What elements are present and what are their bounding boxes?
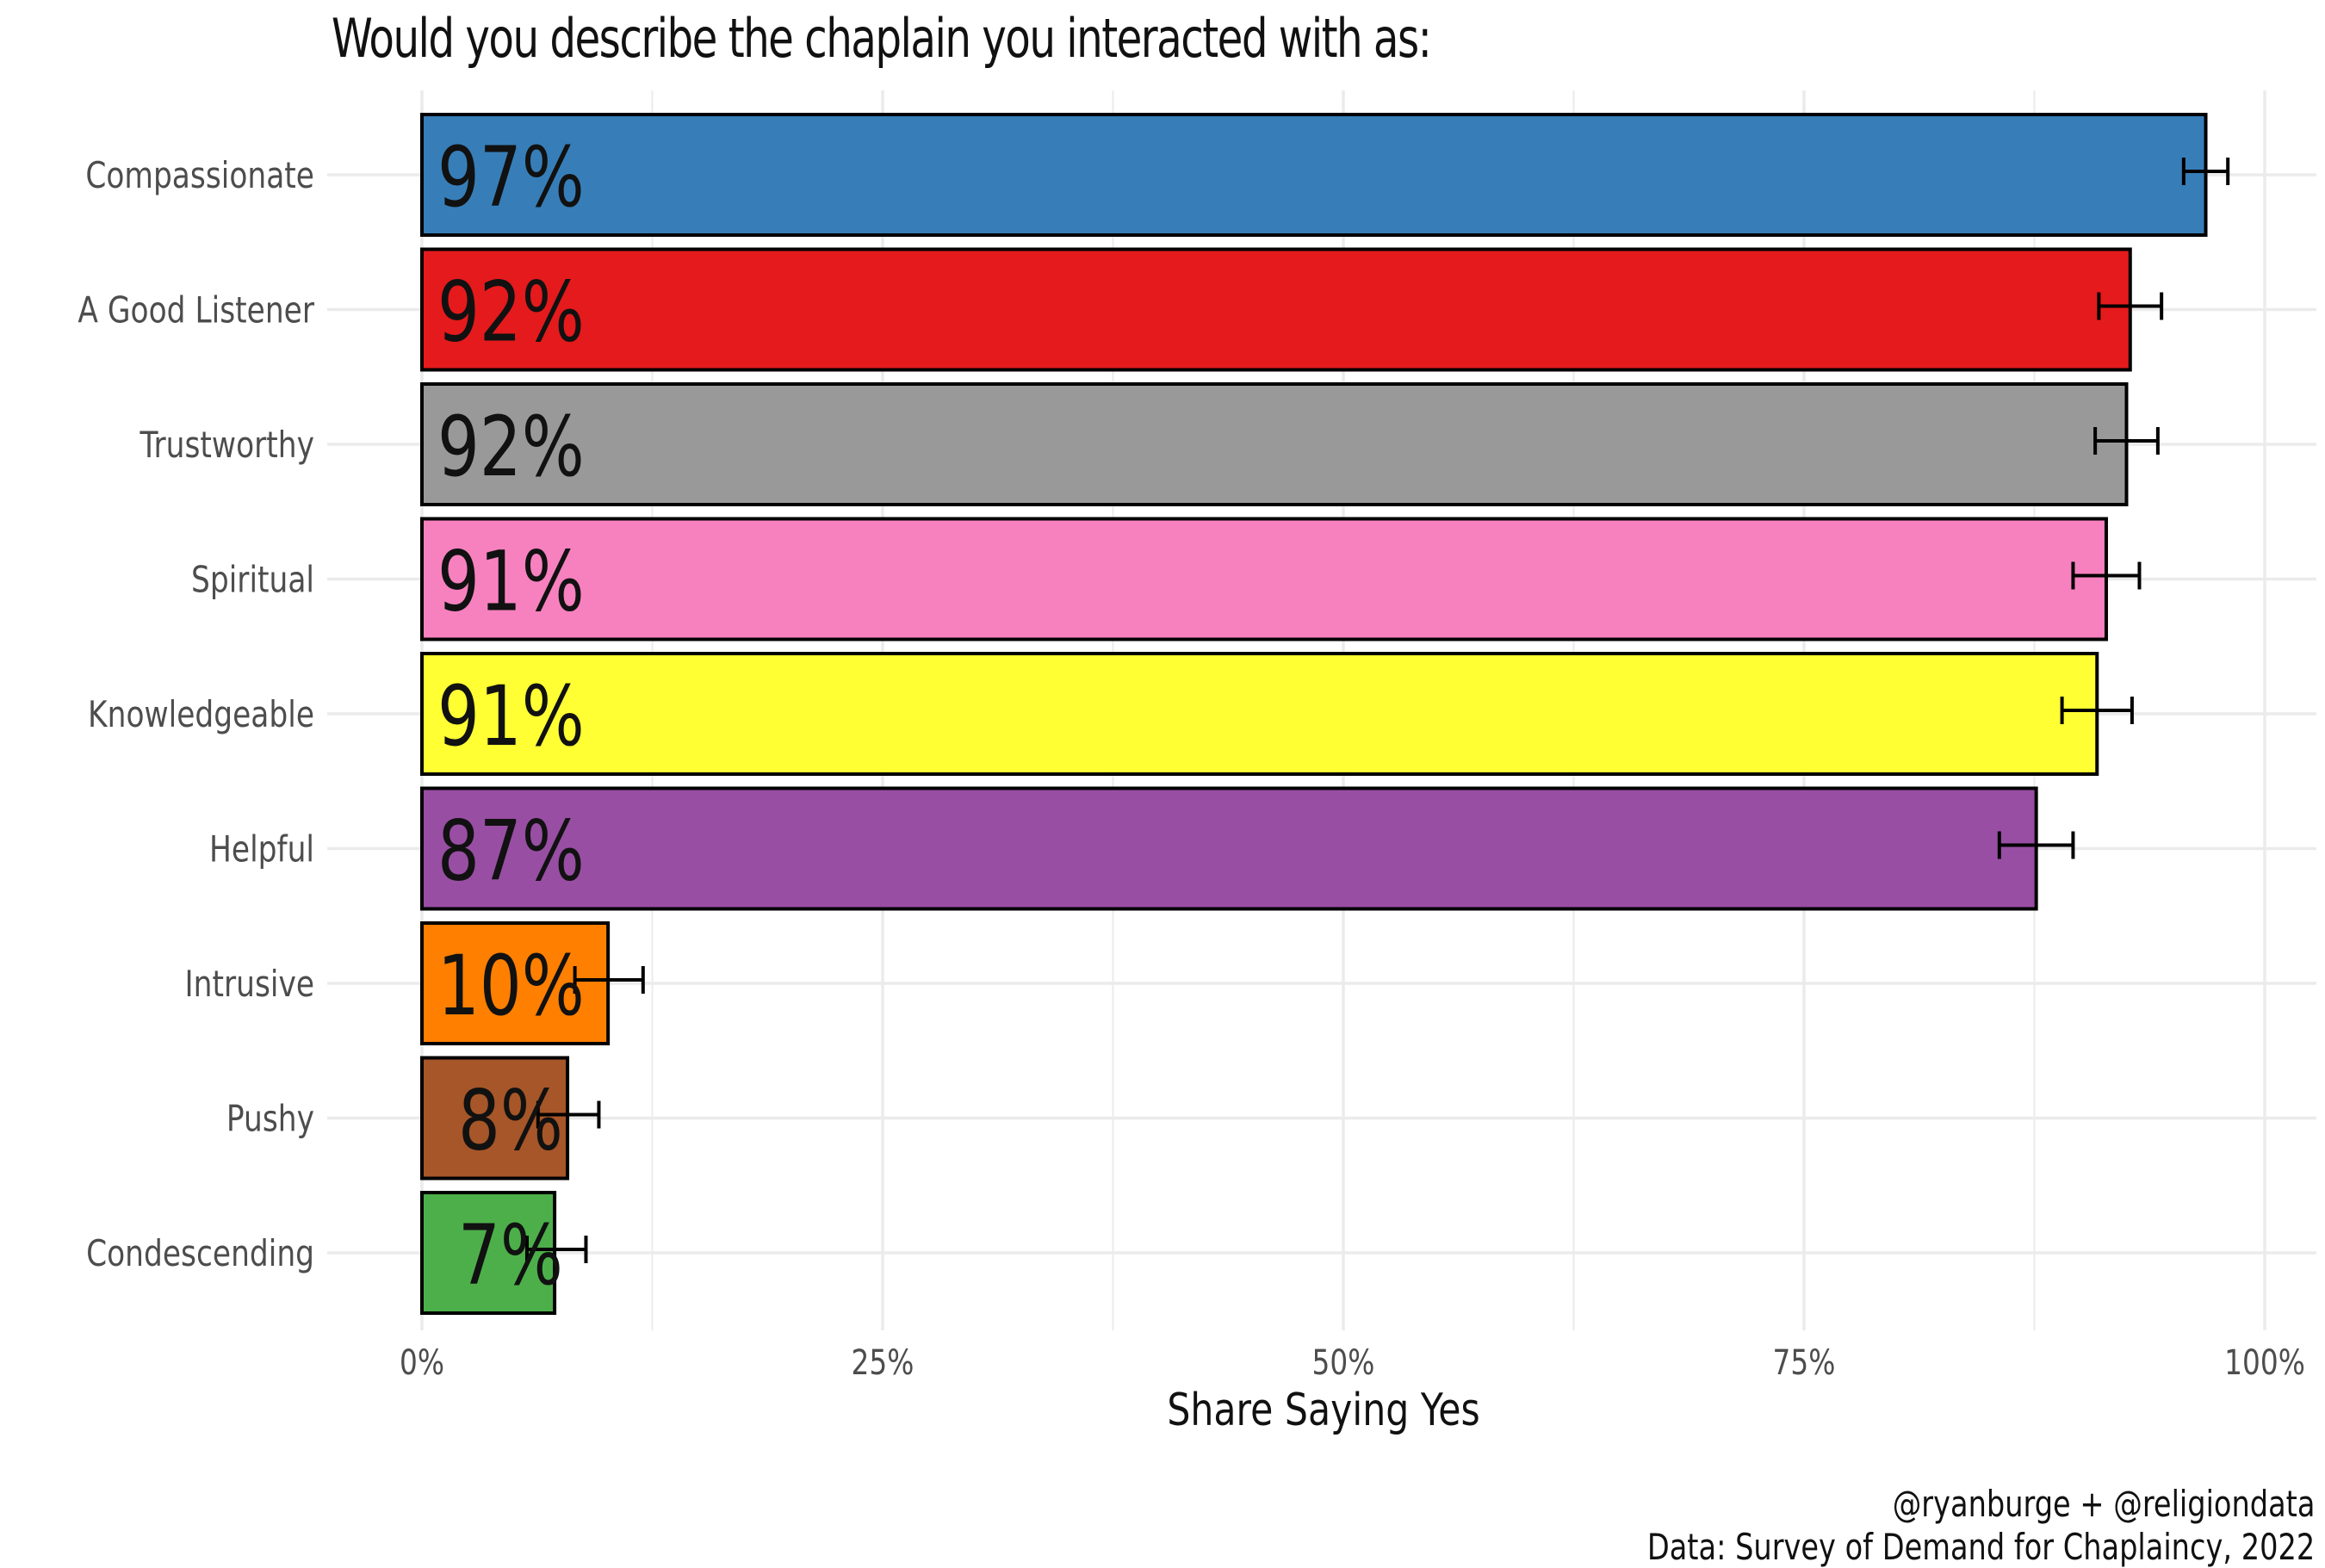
caption-credit: @ryanburge + @religiondata <box>1892 1483 2315 1525</box>
x-axis-tick-label: 25% <box>852 1342 914 1383</box>
caption-source: Data: Survey of Demand for Chaplaincy, 2… <box>1646 1526 2315 1568</box>
x-axis-tick-label: 50% <box>1312 1342 1375 1383</box>
bar-pushy <box>420 1056 570 1181</box>
bar-value-label: 7% <box>458 1207 563 1305</box>
bar-value-label: 92% <box>437 399 585 496</box>
bar-knowledgeable <box>420 652 2099 776</box>
bar-value-label: 91% <box>437 533 585 630</box>
bar-value-label: 92% <box>437 263 585 361</box>
y-axis-label: Knowledgeable <box>88 694 314 736</box>
bars <box>420 113 2208 1315</box>
error-bars <box>524 158 2230 1263</box>
bar-compassionate <box>420 113 2208 237</box>
x-axis-tick-label: 100% <box>2224 1342 2305 1383</box>
bar-value-label: 97% <box>437 129 585 226</box>
y-axis-labels: Compassionate A Good Listener Trustworthy S… <box>78 155 314 1275</box>
chart-title: Would you describe the chaplain you inte… <box>332 7 1432 70</box>
x-axis-tick-label: 0% <box>400 1342 444 1383</box>
x-axis-tick-labels: 0% 25% 50% 75% 100% <box>400 1342 2305 1383</box>
y-axis-label: Intrusive <box>185 964 314 1006</box>
bar-value-label: 10% <box>437 938 585 1035</box>
y-axis-label: Trustworthy <box>140 425 314 467</box>
y-axis-label: Pushy <box>226 1098 314 1140</box>
bar-value-label: 91% <box>437 668 585 765</box>
bar-helpful <box>420 786 2038 911</box>
bar-spiritual <box>420 517 2108 641</box>
bar-trustworthy <box>420 382 2129 506</box>
bar-condescending <box>420 1191 557 1315</box>
x-axis-tick-label: 75% <box>1773 1342 1836 1383</box>
bar-a-good-listener <box>420 247 2132 372</box>
y-axis-label: Spiritual <box>191 559 314 601</box>
bar-value-label: 87% <box>437 803 585 900</box>
y-axis-label: Helpful <box>209 828 314 871</box>
y-axis-label: Condescending <box>86 1233 314 1275</box>
y-axis-label: Compassionate <box>85 155 314 197</box>
x-axis-title: Share Saying Yes <box>1167 1385 1479 1436</box>
y-axis-label: A Good Listener <box>78 289 314 332</box>
bar-value-label: 8% <box>458 1072 563 1169</box>
bar-value-labels: 97% 92% 92% 91% 91% 87% 10% 8% 7% <box>437 129 585 1305</box>
bar-intrusive <box>420 921 611 1045</box>
